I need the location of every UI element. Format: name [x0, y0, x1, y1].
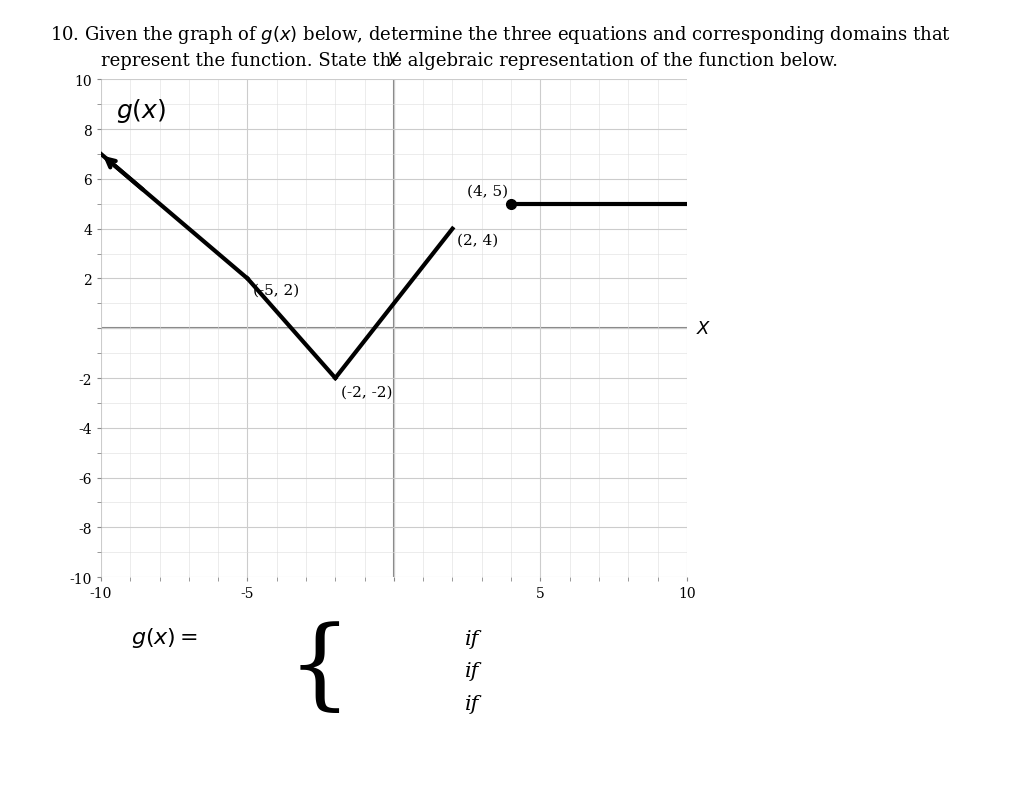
- Text: $g(x)$: $g(x)$: [115, 96, 166, 124]
- Text: $y$: $y$: [387, 50, 401, 67]
- Text: if: if: [465, 630, 479, 649]
- Text: {: {: [288, 622, 351, 717]
- Text: (-5, 2): (-5, 2): [254, 283, 300, 297]
- Text: (-2, -2): (-2, -2): [341, 385, 393, 399]
- Text: if: if: [465, 694, 479, 713]
- Text: (4, 5): (4, 5): [467, 184, 508, 199]
- Text: $g(x) =$: $g(x) =$: [131, 626, 199, 650]
- Text: 10. Given the graph of $g(x)$ below, determine the three equations and correspon: 10. Given the graph of $g(x)$ below, det…: [50, 24, 951, 46]
- Text: represent the function. State the algebraic representation of the function below: represent the function. State the algebr…: [101, 52, 838, 70]
- Text: (2, 4): (2, 4): [457, 233, 498, 247]
- Text: $X$: $X$: [696, 320, 711, 338]
- Text: if: if: [465, 662, 479, 681]
